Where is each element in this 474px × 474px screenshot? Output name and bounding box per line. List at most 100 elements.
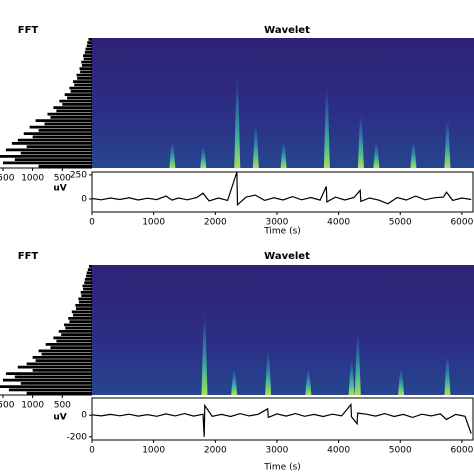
heatmap-bg: [92, 265, 474, 395]
x-axis-label: Time (s): [263, 227, 301, 237]
bar: [77, 77, 92, 80]
wavelet-burst: [231, 365, 238, 395]
x-tick-label: 1000: [21, 401, 44, 411]
bar: [14, 158, 93, 162]
bar: [89, 265, 92, 268]
x-tick-label: 1000: [142, 218, 165, 228]
bar: [82, 284, 92, 288]
bar: [62, 103, 92, 106]
bar: [8, 388, 92, 392]
bar: [56, 109, 92, 113]
bar: [5, 148, 92, 152]
x-tick-label: 1000: [142, 446, 165, 456]
x-tick-label: 1000: [21, 174, 44, 184]
bar: [2, 161, 92, 165]
chart-title: FFT: [18, 25, 39, 36]
bar: [14, 375, 93, 379]
bar: [75, 304, 92, 307]
x-axis-label: Time (s): [263, 463, 301, 473]
wavelet-burst: [169, 138, 176, 168]
bar: [58, 330, 92, 333]
x-tick-label: 6000: [450, 446, 473, 456]
bar: [81, 294, 92, 298]
y-tick-label: 0: [81, 194, 87, 204]
bar: [45, 343, 92, 346]
bar: [86, 274, 92, 278]
wavelet-burst: [348, 356, 355, 395]
bar: [29, 125, 92, 129]
bar: [86, 44, 92, 48]
x-tick-label: 0: [89, 446, 95, 456]
chart-title: Wavelet: [264, 251, 310, 262]
bar: [74, 83, 92, 87]
chart-title: FFT: [18, 251, 39, 262]
x-tick-label: 2000: [204, 446, 227, 456]
bar: [84, 281, 92, 285]
x-tick-label: 5000: [389, 218, 412, 228]
bar: [79, 67, 92, 71]
bar: [64, 93, 92, 97]
bar: [86, 271, 92, 275]
bar: [26, 362, 92, 366]
bar: [83, 287, 92, 291]
wavelet-burst: [234, 70, 241, 168]
bar: [69, 86, 92, 90]
wavelet-burst: [444, 114, 451, 168]
bar: [83, 54, 92, 58]
wavelet-burst: [398, 365, 405, 395]
bar: [23, 132, 92, 136]
bar: [87, 41, 92, 45]
bar: [59, 99, 92, 103]
bar: [56, 339, 92, 343]
y-axis-label: uV: [53, 184, 66, 194]
bar: [38, 164, 92, 168]
bar: [88, 38, 92, 41]
bar: [87, 268, 92, 272]
plot-frame: [91, 171, 474, 213]
wavelet-burst: [200, 143, 207, 168]
bar: [32, 135, 92, 139]
y-tick-label: 250: [70, 170, 87, 180]
wavelet-burst: [305, 365, 312, 395]
bar: [84, 51, 92, 54]
bar: [69, 320, 92, 324]
bar: [47, 112, 92, 116]
x-tick-label: 0: [89, 218, 95, 228]
bar: [20, 151, 92, 155]
bar: [73, 313, 92, 317]
y-tick-label: -200: [67, 432, 88, 442]
bar: [11, 142, 92, 145]
signal-line: [91, 402, 472, 437]
bar: [17, 365, 93, 369]
bar: [38, 129, 92, 132]
y-axis-label: uV: [53, 413, 66, 423]
plot-frame: [91, 397, 474, 441]
bar: [41, 352, 92, 356]
signal-line: [91, 171, 472, 207]
bar: [85, 47, 92, 51]
bar: [35, 359, 92, 363]
bar: [44, 122, 92, 126]
bar: [67, 96, 92, 100]
bar: [64, 323, 92, 327]
bar: [2, 378, 92, 382]
wavelet-burst: [373, 138, 380, 168]
wavelet-burst: [252, 119, 259, 168]
bar: [81, 64, 92, 67]
bar: [32, 369, 92, 372]
x-tick-label: 1500: [0, 401, 15, 411]
bar: [65, 326, 92, 330]
bar: [35, 119, 92, 123]
x-tick-label: 500: [54, 401, 71, 411]
bar: [53, 336, 92, 340]
bar: [26, 391, 92, 395]
bar: [70, 90, 92, 93]
bar: [73, 80, 92, 84]
bar: [68, 317, 92, 320]
bar: [80, 291, 92, 294]
x-tick-label: 1500: [0, 174, 15, 184]
bar: [50, 116, 92, 119]
x-tick-label: 2000: [204, 218, 227, 228]
bar: [5, 372, 92, 376]
